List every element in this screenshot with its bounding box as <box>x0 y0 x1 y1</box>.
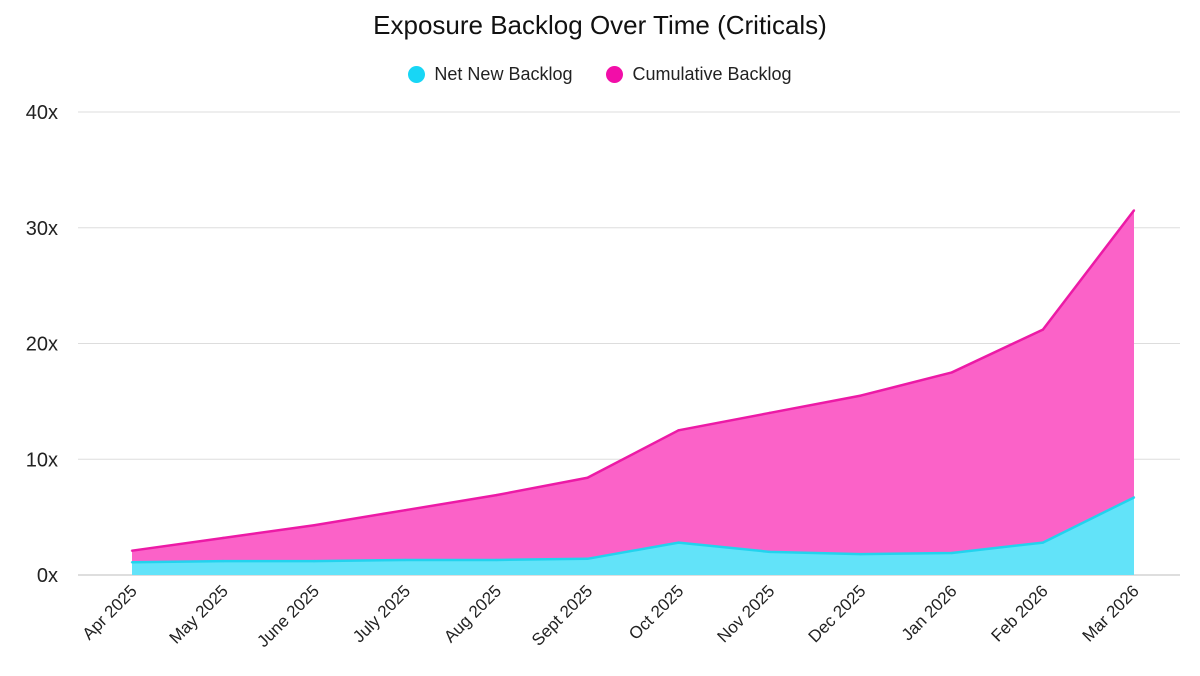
data-point-net-new <box>768 550 771 554</box>
data-point-cumulative <box>1041 328 1045 331</box>
data-point-net-new <box>1041 541 1045 544</box>
data-point-cumulative <box>859 394 862 397</box>
data-point-net-new <box>1132 496 1136 499</box>
chart-legend: Net New Backlog Cumulative Backlog <box>0 64 1200 85</box>
x-tick-label: Nov 2025 <box>714 581 779 646</box>
data-point-net-new <box>859 552 862 556</box>
data-point-net-new <box>495 558 498 562</box>
x-tick-label: June 2025 <box>253 581 323 651</box>
data-point-cumulative <box>768 411 771 415</box>
x-tick-label: Dec 2025 <box>805 581 870 646</box>
y-tick-label: 10x <box>26 449 58 471</box>
data-point-cumulative <box>1132 209 1136 212</box>
legend-item-cumulative[interactable]: Cumulative Backlog <box>606 64 792 85</box>
data-point-net-new <box>130 561 134 564</box>
x-tick-label: Sept 2025 <box>528 581 596 649</box>
data-point-cumulative <box>586 476 589 479</box>
x-tick-label: Jan 2026 <box>898 581 961 644</box>
legend-swatch-cumulative <box>606 66 624 83</box>
data-point-cumulative <box>221 536 225 540</box>
data-point-cumulative <box>677 429 680 432</box>
legend-item-net-new[interactable]: Net New Backlog <box>408 64 572 85</box>
area-cumulative-backlog <box>132 210 1134 575</box>
series-line-cumulative-backlog <box>131 209 1135 552</box>
data-point-cumulative <box>404 508 407 512</box>
x-tick-label: May 2025 <box>166 581 232 647</box>
data-point-net-new <box>312 559 316 563</box>
x-tick-label: Feb 2026 <box>988 581 1052 645</box>
data-point-net-new <box>677 541 680 544</box>
y-tick-label: 20x <box>26 334 58 356</box>
data-point-net-new <box>950 551 954 555</box>
data-point-net-new <box>221 559 225 563</box>
data-point-cumulative <box>130 549 134 552</box>
y-tick-label: 30x <box>26 218 58 240</box>
legend-label-net-new: Net New Backlog <box>434 64 573 84</box>
x-tick-label: Aug 2025 <box>440 581 505 646</box>
y-tick-label: 0x <box>37 565 58 587</box>
legend-swatch-net-new <box>408 66 426 83</box>
y-tick-label: 40x <box>26 102 58 124</box>
data-point-cumulative <box>312 524 316 527</box>
x-tick-label: Apr 2025 <box>79 581 141 643</box>
data-point-net-new <box>404 558 407 562</box>
x-tick-label: Mar 2026 <box>1079 581 1143 645</box>
legend-label-cumulative: Cumulative Backlog <box>632 64 792 84</box>
area-net-new-backlog <box>132 497 1134 575</box>
data-point-cumulative <box>495 493 498 497</box>
data-point-net-new <box>586 557 589 560</box>
x-tick-label: Oct 2025 <box>625 581 687 643</box>
chart-title: Exposure Backlog Over Time (Criticals) <box>373 10 827 40</box>
series-line-net-new-backlog <box>131 496 1135 564</box>
x-tick-label: July 2025 <box>349 581 414 646</box>
data-point-cumulative <box>950 371 954 374</box>
